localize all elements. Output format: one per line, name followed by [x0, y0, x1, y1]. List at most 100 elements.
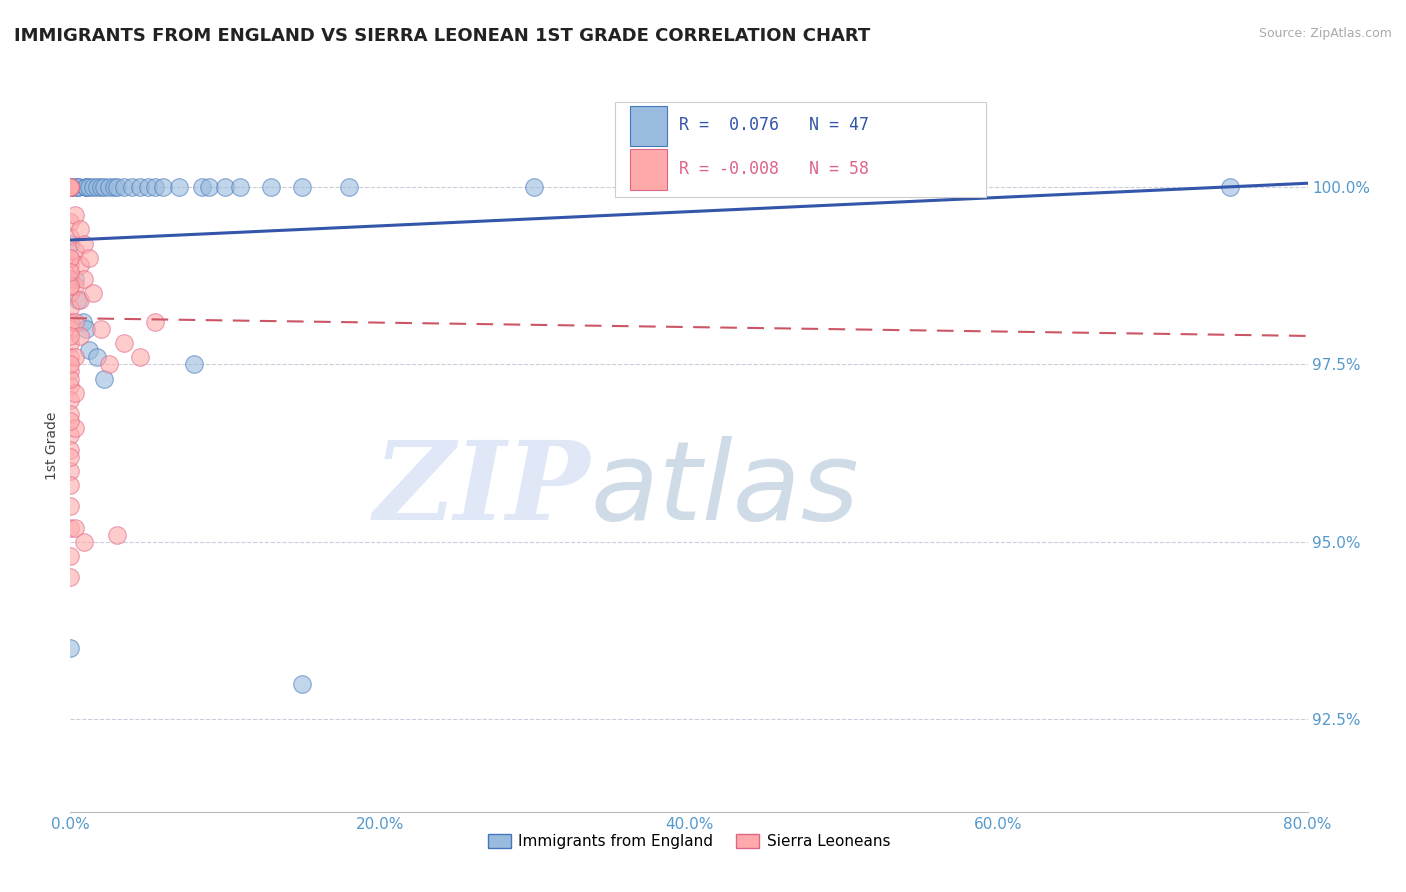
- Point: [291, 677, 314, 691]
- Point: [90, 322, 112, 336]
- Point: [59, 464, 82, 478]
- Point: [145, 315, 166, 329]
- Point: [63, 279, 86, 293]
- Point: [90, 179, 112, 194]
- Point: [214, 179, 236, 194]
- Point: [129, 350, 152, 364]
- Point: [59, 179, 82, 194]
- Point: [260, 179, 283, 194]
- Point: [75, 179, 97, 194]
- Point: [72, 315, 94, 329]
- Point: [59, 251, 82, 265]
- Point: [167, 179, 190, 194]
- Point: [59, 279, 82, 293]
- Bar: [630, 106, 666, 146]
- Point: [59, 272, 82, 286]
- Point: [59, 521, 82, 535]
- Point: [191, 179, 214, 194]
- Point: [121, 179, 143, 194]
- Point: [105, 528, 128, 542]
- Point: [59, 570, 82, 584]
- Point: [103, 179, 125, 194]
- Point: [63, 385, 86, 400]
- Point: [59, 301, 82, 315]
- Point: [59, 414, 82, 428]
- Point: [69, 329, 91, 343]
- Point: [59, 179, 82, 194]
- Point: [63, 244, 86, 258]
- Point: [63, 350, 86, 364]
- Point: [69, 293, 91, 308]
- Point: [59, 336, 82, 351]
- Point: [73, 272, 96, 286]
- Point: [59, 251, 82, 265]
- Point: [59, 371, 82, 385]
- Point: [77, 179, 100, 194]
- Point: [93, 179, 115, 194]
- Text: Source: ZipAtlas.com: Source: ZipAtlas.com: [1258, 27, 1392, 40]
- Point: [63, 272, 86, 286]
- Point: [86, 350, 108, 364]
- Point: [59, 215, 82, 229]
- Point: [77, 251, 100, 265]
- Point: [523, 179, 546, 194]
- Point: [59, 378, 82, 392]
- Point: [59, 392, 82, 407]
- Point: [1219, 179, 1241, 194]
- Point: [59, 236, 82, 251]
- Text: R =  0.076   N = 47: R = 0.076 N = 47: [679, 116, 869, 134]
- Point: [63, 421, 86, 435]
- Point: [59, 179, 82, 194]
- Point: [114, 336, 135, 351]
- Point: [59, 549, 82, 563]
- Text: atlas: atlas: [591, 436, 859, 543]
- Point: [59, 179, 82, 194]
- Point: [59, 286, 82, 301]
- Point: [77, 343, 100, 358]
- Point: [59, 229, 82, 244]
- Point: [59, 357, 82, 371]
- Point: [59, 329, 82, 343]
- Point: [93, 371, 115, 385]
- Text: ZIP: ZIP: [374, 436, 591, 543]
- Point: [337, 179, 360, 194]
- Point: [69, 222, 91, 236]
- Point: [59, 478, 82, 492]
- Text: IMMIGRANTS FROM ENGLAND VS SIERRA LEONEAN 1ST GRADE CORRELATION CHART: IMMIGRANTS FROM ENGLAND VS SIERRA LEONEA…: [14, 27, 870, 45]
- Point: [82, 286, 105, 301]
- Point: [73, 534, 96, 549]
- Point: [82, 179, 105, 194]
- Point: [73, 236, 96, 251]
- Point: [229, 179, 252, 194]
- Point: [59, 315, 82, 329]
- Point: [105, 179, 128, 194]
- Point: [69, 258, 91, 272]
- Point: [145, 179, 166, 194]
- Point: [136, 179, 159, 194]
- Point: [98, 179, 120, 194]
- Point: [59, 428, 82, 442]
- Legend: Immigrants from England, Sierra Leoneans: Immigrants from England, Sierra Leoneans: [482, 828, 896, 855]
- Y-axis label: 1st Grade: 1st Grade: [45, 412, 59, 480]
- Point: [59, 364, 82, 378]
- Point: [59, 407, 82, 421]
- Point: [59, 179, 82, 194]
- Point: [67, 179, 90, 194]
- Point: [63, 315, 86, 329]
- Point: [63, 208, 86, 222]
- Point: [59, 350, 82, 364]
- Point: [59, 641, 82, 656]
- Point: [129, 179, 152, 194]
- Point: [63, 521, 86, 535]
- Point: [183, 357, 205, 371]
- Point: [59, 322, 82, 336]
- Point: [291, 179, 314, 194]
- Point: [59, 258, 82, 272]
- Point: [59, 500, 82, 514]
- Point: [63, 179, 86, 194]
- Point: [98, 357, 120, 371]
- Point: [59, 179, 82, 194]
- Point: [67, 179, 90, 194]
- FancyBboxPatch shape: [614, 103, 986, 197]
- Point: [59, 179, 82, 194]
